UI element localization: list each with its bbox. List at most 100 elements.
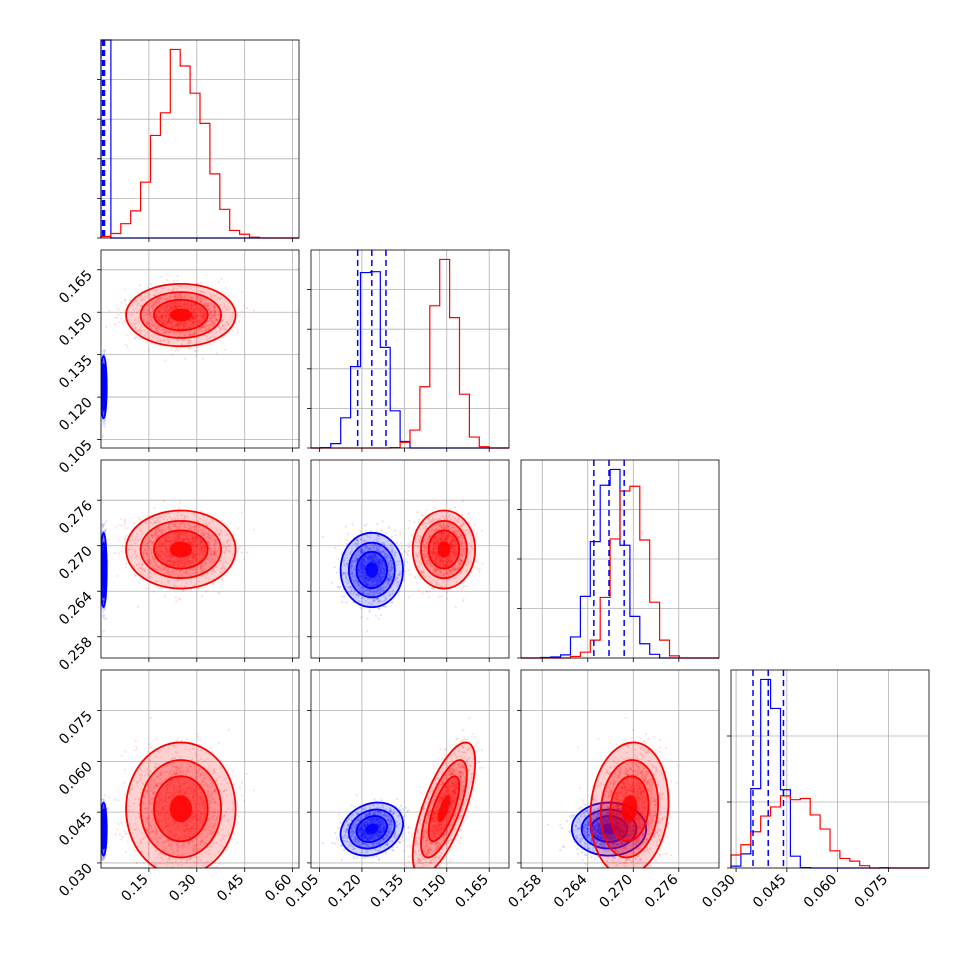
scatter-point xyxy=(165,303,168,306)
scatter-point xyxy=(164,311,167,314)
scatter-point xyxy=(150,324,154,327)
scatter-point xyxy=(212,317,215,320)
scatter-point xyxy=(183,322,187,325)
scatter-point xyxy=(209,317,212,320)
scatter-point xyxy=(163,319,166,322)
scatter-point xyxy=(200,312,203,315)
histogram-series xyxy=(521,485,719,659)
scatter-point xyxy=(189,333,192,336)
density-peak xyxy=(102,380,105,394)
scatter-point xyxy=(203,315,206,318)
scatter-point xyxy=(189,306,192,310)
scatter-point xyxy=(210,297,213,300)
scatter-point xyxy=(179,300,182,303)
scatter-point xyxy=(120,317,123,320)
scatter-point xyxy=(201,316,205,320)
scatter-point xyxy=(173,324,176,327)
scatter-point xyxy=(168,340,171,344)
scatter-point xyxy=(191,311,194,314)
scatter-point xyxy=(167,288,170,291)
scatter-point xyxy=(193,303,196,306)
scatter-point xyxy=(152,300,155,303)
scatter-point xyxy=(186,300,189,303)
scatter-point xyxy=(197,349,200,352)
scatter-point xyxy=(236,328,239,331)
scatter-point xyxy=(102,410,105,414)
scatter-point xyxy=(162,499,166,503)
scatter-point xyxy=(177,295,180,299)
scatter-point xyxy=(201,326,204,329)
scatter-point xyxy=(173,280,176,283)
scatter-point xyxy=(146,286,150,289)
scatter-point xyxy=(155,315,158,319)
scatter-point xyxy=(168,296,171,299)
scatter-point xyxy=(177,306,180,309)
scatter-point xyxy=(203,304,207,307)
scatter-point xyxy=(213,316,217,319)
scatter-point xyxy=(171,354,174,357)
scatter-point xyxy=(180,306,183,309)
scatter-point xyxy=(171,303,175,306)
scatter-point xyxy=(216,298,219,301)
scatter-point xyxy=(175,307,178,310)
scatter-point xyxy=(191,307,194,310)
scatter-point xyxy=(134,322,137,326)
scatter-point xyxy=(200,310,203,313)
scatter-point xyxy=(184,330,187,333)
scatter-point xyxy=(167,319,170,322)
scatter-point xyxy=(206,303,210,306)
scatter-point xyxy=(206,304,210,307)
scatter-point xyxy=(168,318,171,321)
scatter-point xyxy=(158,310,161,313)
scatter-point xyxy=(206,323,209,326)
scatter-point xyxy=(160,320,163,323)
scatter-point xyxy=(130,296,133,299)
scatter-point xyxy=(193,311,196,314)
scatter-point xyxy=(222,327,225,330)
scatter-point xyxy=(178,323,181,326)
scatter-point xyxy=(158,315,161,318)
scatter-point xyxy=(213,311,216,314)
scatter-point xyxy=(211,321,214,324)
scatter-point xyxy=(165,331,168,334)
scatter-point xyxy=(222,324,225,327)
scatter-point xyxy=(216,318,220,322)
scatter-point xyxy=(201,315,204,319)
scatter-point xyxy=(99,566,101,568)
scatter-point xyxy=(149,283,153,286)
scatter-point xyxy=(198,309,201,312)
scatter-point xyxy=(172,287,176,290)
scatter-point xyxy=(199,290,203,293)
scatter-point xyxy=(191,316,194,319)
scatter-point xyxy=(145,322,148,325)
scatter-point xyxy=(158,292,161,295)
scatter-point xyxy=(144,298,147,301)
scatter-point xyxy=(164,316,168,320)
scatter-point xyxy=(167,304,170,307)
scatter-point xyxy=(145,311,148,314)
scatter-point xyxy=(142,316,145,320)
scatter-point xyxy=(187,342,190,345)
scatter-point xyxy=(185,327,188,330)
scatter-point xyxy=(209,293,212,296)
scatter-point xyxy=(170,319,173,322)
scatter-point xyxy=(206,302,209,305)
scatter-point xyxy=(182,303,186,307)
scatter-point xyxy=(204,328,208,332)
scatter-point xyxy=(176,324,179,327)
scatter-point xyxy=(154,313,157,317)
scatter-point xyxy=(221,325,224,328)
scatter-point xyxy=(167,313,170,316)
scatter-point xyxy=(187,304,190,307)
scatter-point xyxy=(154,323,157,326)
scatter-point xyxy=(217,325,221,328)
scatter-point xyxy=(179,296,182,299)
scatter-point xyxy=(188,326,192,329)
scatter-point xyxy=(139,299,142,303)
scatter-point xyxy=(153,506,156,509)
scatter-point xyxy=(165,278,168,282)
scatter-point xyxy=(231,329,234,333)
scatter-point xyxy=(194,349,197,352)
scatter-point xyxy=(130,314,134,317)
